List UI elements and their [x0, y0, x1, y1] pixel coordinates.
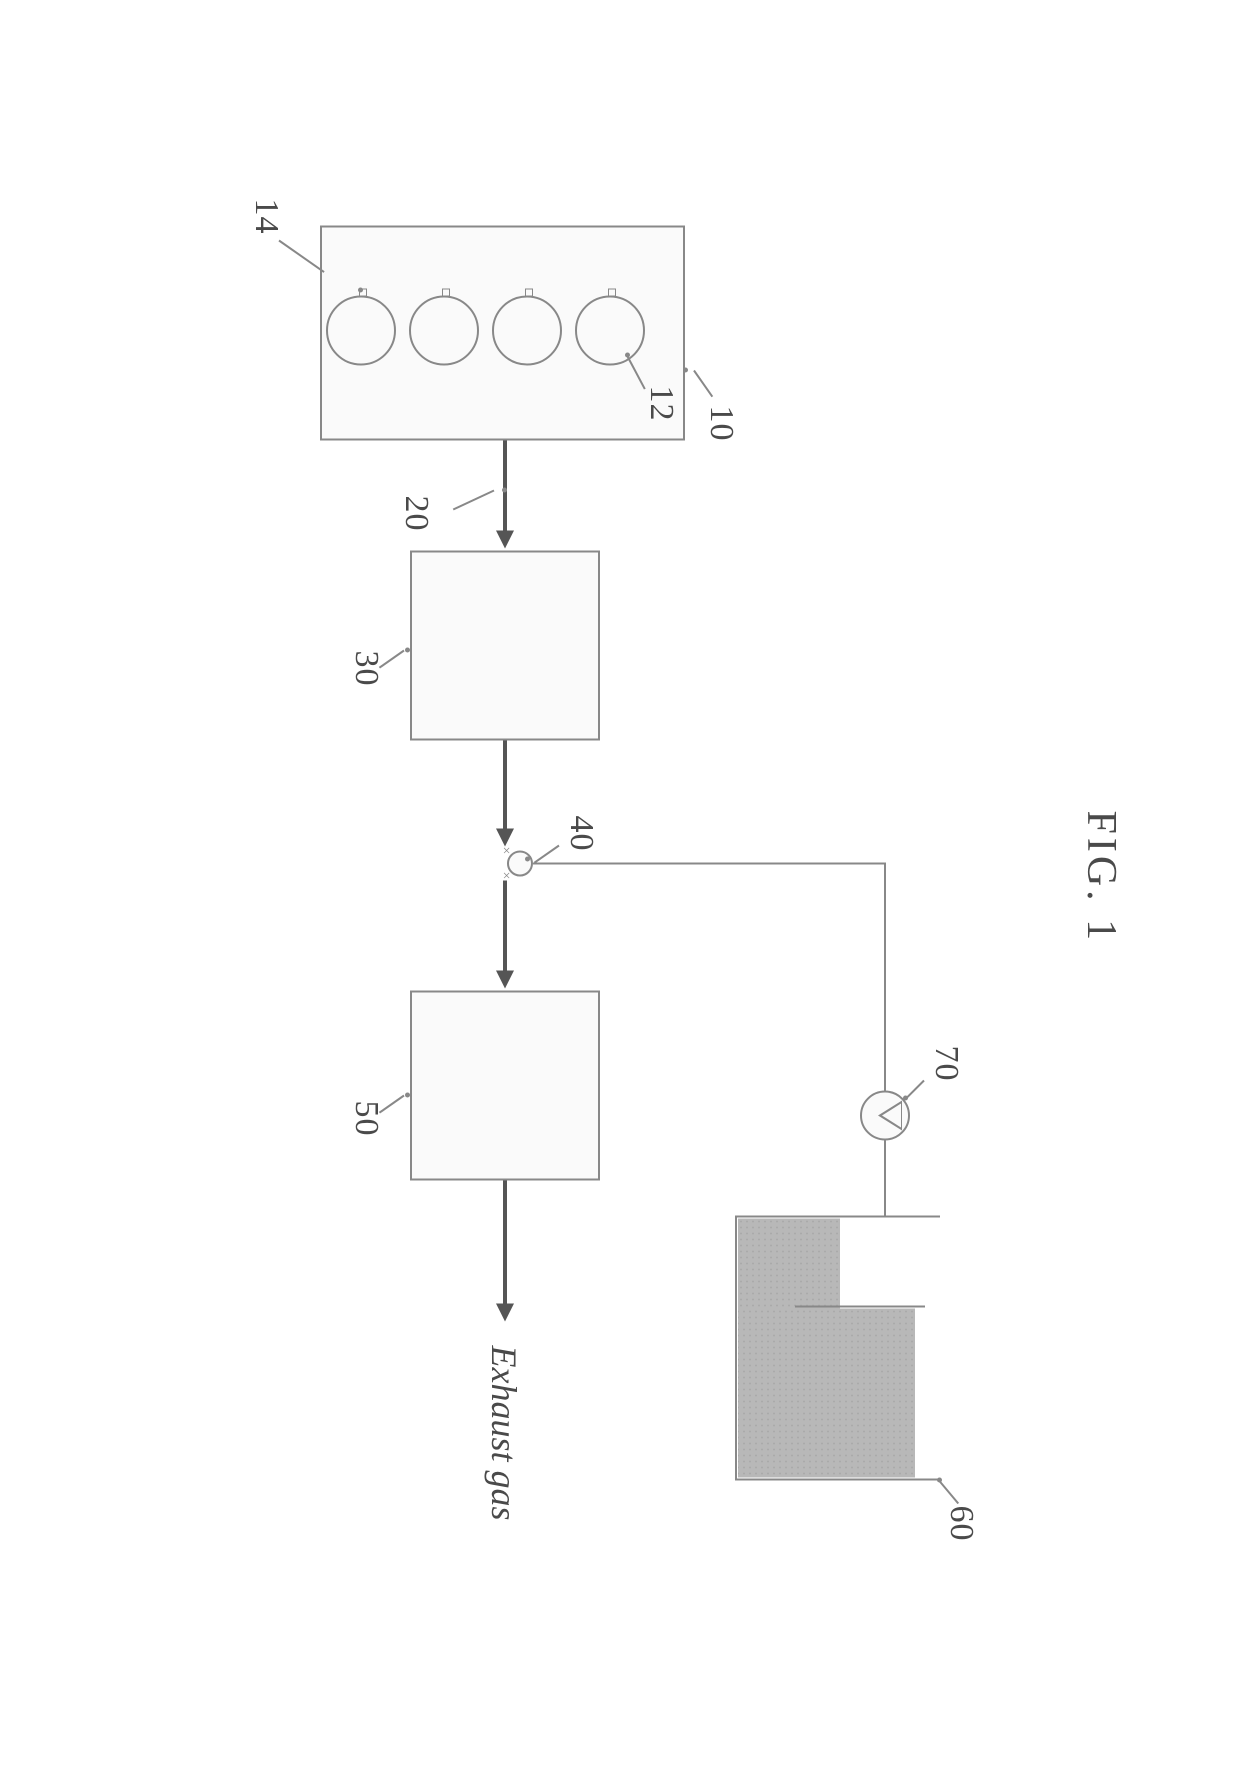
- ref-label-14: 14: [247, 198, 285, 234]
- leader-40: [534, 844, 560, 863]
- cylinder-1: [575, 295, 645, 365]
- injector-nozzle-2: ×: [498, 871, 512, 879]
- leader-dot-12: [625, 352, 630, 357]
- leader-dot-70: [903, 1095, 908, 1100]
- leader-dot-40: [525, 856, 530, 861]
- ref-label-40: 40: [562, 815, 600, 851]
- spark-plug-3: [442, 288, 450, 296]
- ref-label-60: 60: [942, 1505, 980, 1541]
- ref-label-12: 12: [642, 385, 680, 421]
- leader-20: [453, 489, 495, 510]
- urea-line-horizontal: [884, 862, 886, 1090]
- cylinder-3: [409, 295, 479, 365]
- urea-line-vertical: [533, 862, 886, 864]
- leader-10: [693, 369, 713, 396]
- urea-fill-left: [738, 1218, 840, 1308]
- leader-70: [906, 1079, 925, 1098]
- leader-dot-10: [683, 367, 688, 372]
- catalyst-box-50: [410, 990, 600, 1180]
- exhaust-arrow-2: [496, 828, 514, 846]
- cylinder-4: [326, 295, 396, 365]
- tank-inner-wall: [795, 1305, 925, 1307]
- pump-triangle-inner: [882, 1103, 901, 1127]
- leader-14: [278, 239, 324, 272]
- urea-fill-right: [738, 1308, 915, 1477]
- exhaust-pipe-4: [503, 1180, 507, 1305]
- spark-plug-2: [525, 288, 533, 296]
- ref-label-50: 50: [347, 1100, 385, 1136]
- ref-label-20: 20: [397, 495, 435, 531]
- exhaust-arrow-3: [496, 970, 514, 988]
- exhaust-pipe-1: [503, 440, 507, 532]
- cylinder-2: [492, 295, 562, 365]
- ref-label-70: 70: [927, 1045, 965, 1081]
- exhaust-pipe-2: [503, 740, 507, 830]
- urea-line-tank-to-pump: [884, 1140, 886, 1215]
- leader-dot-50: [405, 1092, 410, 1097]
- exhaust-arrow-1: [496, 530, 514, 548]
- catalyst-box-30: [410, 550, 600, 740]
- exhaust-arrow-4: [496, 1303, 514, 1321]
- exhaust-pipe-3: [503, 880, 507, 972]
- leader-dot-60: [937, 1477, 942, 1482]
- leader-60: [938, 1479, 959, 1503]
- figure-title: FIG. 1: [1077, 810, 1125, 944]
- leader-dot-20: [502, 487, 507, 492]
- leader-dot-30: [405, 647, 410, 652]
- exhaust-gas-label: Exhaust gas: [483, 1345, 525, 1520]
- injector-nozzle-1: ×: [498, 846, 512, 854]
- leader-dot-14: [358, 287, 363, 292]
- ref-label-10: 10: [702, 405, 740, 441]
- spark-plug-1: [608, 288, 616, 296]
